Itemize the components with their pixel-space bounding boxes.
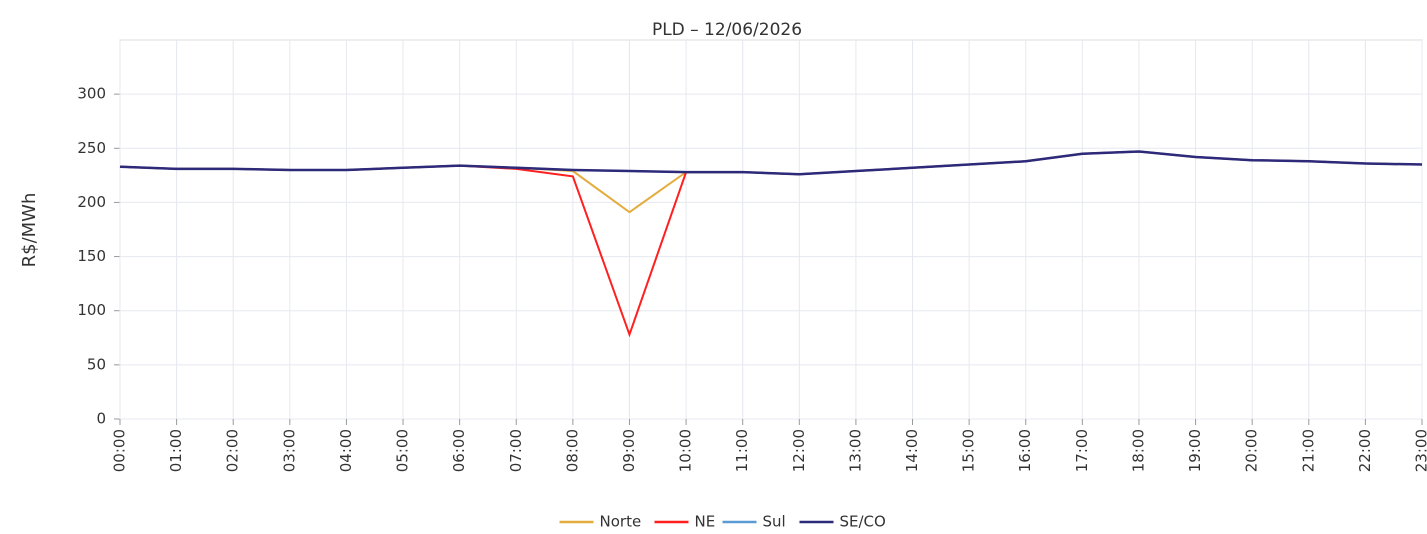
x-tick-label: 05:00 <box>394 429 412 472</box>
y-axis-label: R$/MWh <box>19 193 40 268</box>
series-line <box>119 150 1423 338</box>
plot-area <box>119 39 1423 420</box>
x-tick-label: 15:00 <box>960 429 978 472</box>
legend-label: Sul <box>763 513 786 531</box>
x-tick-label: 14:00 <box>903 429 921 472</box>
legend-label: Norte <box>600 513 642 531</box>
x-tick-label: 23:00 <box>1413 429 1427 472</box>
x-tick-label: 16:00 <box>1016 429 1034 472</box>
x-tick-label: 17:00 <box>1073 429 1091 472</box>
y-tick-label: 0 <box>96 410 106 428</box>
x-tick-label: 09:00 <box>620 429 638 472</box>
x-tick-label: 04:00 <box>337 429 355 472</box>
x-tick-label: 13:00 <box>846 429 864 472</box>
x-tick-label: 19:00 <box>1186 429 1204 472</box>
legend-label: NE <box>695 513 716 531</box>
x-tick-label: 20:00 <box>1243 429 1261 472</box>
x-tick-label: 08:00 <box>563 429 581 472</box>
chart-title: PLD – 12/06/2026 <box>652 20 802 40</box>
x-tick-label: 21:00 <box>1299 429 1317 472</box>
y-tick-label: 200 <box>77 193 106 211</box>
x-tick-label: 02:00 <box>224 429 242 472</box>
x-tick-label: 18:00 <box>1129 429 1147 472</box>
x-tick-label: 22:00 <box>1356 429 1374 472</box>
x-tick-label: 00:00 <box>111 429 129 472</box>
series-line <box>119 150 1423 214</box>
y-tick-label: 250 <box>77 139 106 157</box>
x-tick-label: 06:00 <box>450 429 468 472</box>
y-tick-label: 50 <box>87 355 106 373</box>
x-tick-label: 10:00 <box>677 429 695 472</box>
x-tick-label: 07:00 <box>507 429 525 472</box>
y-tick-label: 150 <box>77 247 106 265</box>
series-line <box>119 150 1423 176</box>
x-tick-label: 01:00 <box>167 429 185 472</box>
x-tick-label: 12:00 <box>790 429 808 472</box>
legend-label: SE/CO <box>840 513 886 531</box>
y-tick-label: 100 <box>77 301 106 319</box>
y-tick-label: 300 <box>77 85 106 103</box>
x-tick-label: 03:00 <box>280 429 298 472</box>
x-tick-label: 11:00 <box>733 429 751 472</box>
